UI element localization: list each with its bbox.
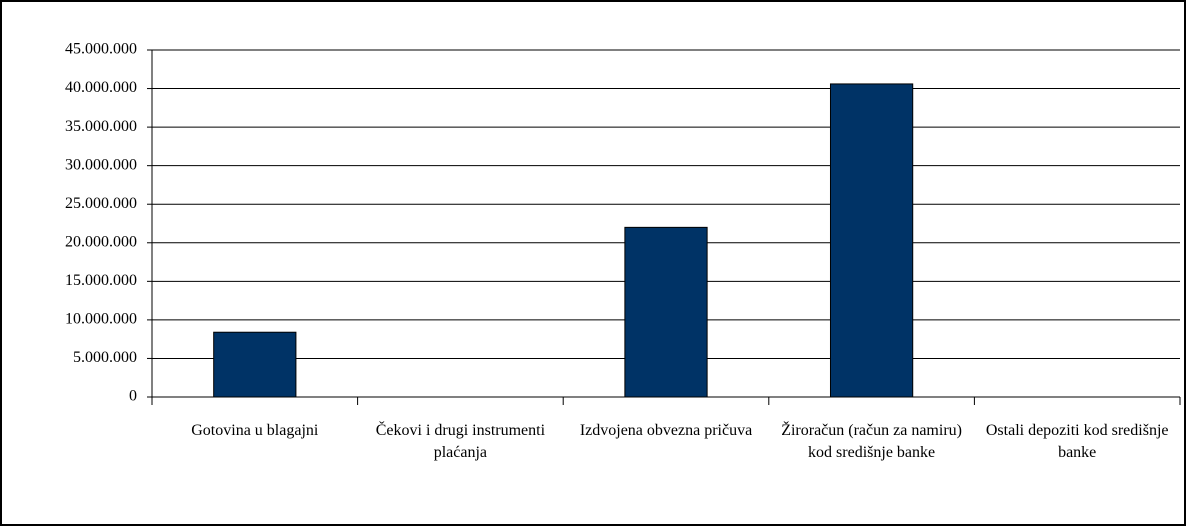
- y-tick-label: 45.000.000: [65, 41, 137, 58]
- x-tick-label: Čekovi i drugi instrumenti plaćanja: [375, 422, 546, 461]
- y-tick-label: 15.000.000: [65, 272, 137, 289]
- bar: [213, 331, 297, 398]
- y-tick-label: 40.000.000: [65, 79, 137, 96]
- y-tick-label: 25.000.000: [65, 195, 137, 212]
- y-tick-label: 5.000.000: [73, 349, 137, 366]
- y-tick-label: 30.000.000: [65, 156, 137, 173]
- y-tick-label: 0: [129, 388, 137, 405]
- x-tick-label: Gotovina u blagajni: [191, 422, 319, 439]
- x-tick-label: Izdvojena obvezna pričuva: [579, 422, 753, 439]
- x-tick-label: Ostali depoziti kod središnje banke: [985, 422, 1169, 461]
- x-tick-label: Žiroračun (račun za namiru) kod središnj…: [781, 422, 962, 461]
- bar: [624, 226, 708, 398]
- y-tick-label: 10.000.000: [65, 311, 137, 328]
- y-tick-label: 35.000.000: [65, 118, 137, 135]
- bar: [829, 83, 914, 398]
- y-tick-label: 20.000.000: [65, 233, 137, 250]
